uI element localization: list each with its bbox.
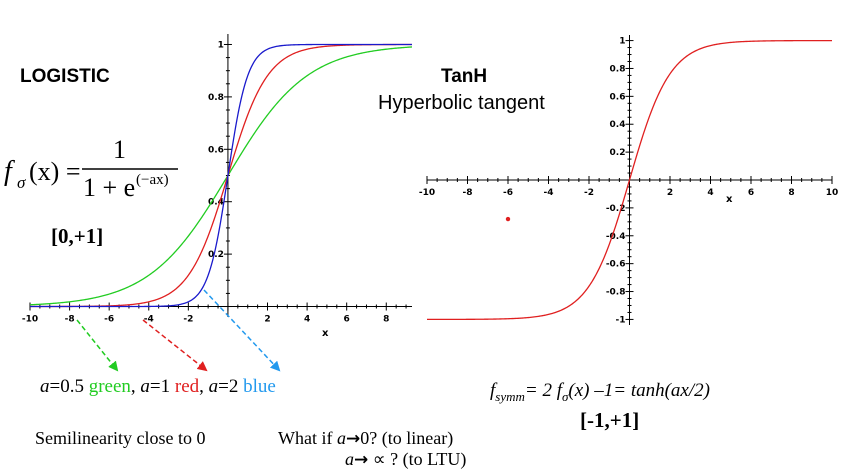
legend-green: green: [88, 376, 131, 397]
x-axis-label: x: [726, 194, 733, 205]
x-tick-label: -8: [65, 315, 75, 325]
q1-a: a: [336, 428, 346, 448]
logistic-formula: f σ (x) = 1 1 + e (−ax): [4, 135, 178, 202]
formula-denominator-base: 1 + e: [83, 173, 135, 202]
y-tick-label: 0.8: [610, 64, 626, 74]
y-tick-label: 1: [218, 40, 224, 50]
tanh-formula-f1: f: [490, 380, 496, 401]
x-tick-label: 6: [344, 315, 350, 325]
y-tick-label: -0.8: [606, 288, 626, 298]
semilinearity-note: Semilinearity close to 0: [35, 428, 206, 448]
legend-a3: a: [208, 376, 219, 397]
legend-v1: =0.5: [49, 376, 89, 397]
y-tick-label: 0.4: [610, 120, 626, 130]
y-tick-label: 0.2: [208, 250, 224, 260]
series-green-line: [29, 46, 413, 306]
y-tick-label: -1: [616, 315, 626, 325]
x-axis-label: x: [322, 328, 329, 339]
y-tick-label: 0.2: [610, 148, 626, 158]
legend-blue: blue: [243, 376, 276, 397]
q2-rest: ∝ ? (to LTU): [368, 449, 467, 469]
q1-prefix: What if: [278, 428, 337, 448]
x-tick-label: -6: [503, 188, 513, 198]
x-tick-label: 8: [788, 188, 794, 198]
x-tick-label: 2: [264, 315, 270, 325]
x-tick-label: 6: [748, 188, 754, 198]
logistic-range: [0,+1]: [51, 224, 104, 248]
legend-a1: a: [40, 376, 50, 397]
legend-line: a=0.5 green, a=1 red, a=2 blue: [40, 376, 276, 398]
formula-sigma-sub: σ: [17, 173, 26, 192]
tanh-formula-sub2: σ: [562, 388, 569, 404]
x-tick-label: -4: [144, 315, 154, 325]
legend-sep1: ,: [130, 376, 141, 397]
red-point-marker: [505, 216, 511, 222]
tanh-formula-rest: (x) –1= tanh(ax/2): [568, 380, 710, 401]
x-tick-label: 10: [826, 188, 839, 198]
tanh-formula-sub1: symm: [495, 388, 525, 404]
tanh-title: TanH: [441, 66, 488, 87]
x-tick-label: -10: [22, 315, 38, 325]
formula-arg: (x) =: [29, 157, 80, 186]
green-arrow: [76, 319, 119, 372]
x-tick-label: 2: [667, 188, 673, 198]
q1-arrow: →: [345, 429, 361, 449]
x-tick-label: -6: [104, 315, 114, 325]
red-arrow: [142, 319, 208, 372]
y-tick-label: 0.6: [208, 145, 224, 155]
logistic-title: LOGISTIC: [20, 66, 110, 87]
x-tick-label: 4: [304, 315, 310, 325]
legend-v3: =2: [218, 376, 244, 397]
y-tick-label: 0.8: [208, 93, 224, 103]
y-tick-label: -0.2: [606, 204, 626, 214]
x-tick-label: -10: [419, 188, 435, 198]
q2-a: a: [345, 449, 354, 469]
q1-rest: 0? (to linear): [360, 428, 454, 448]
series-red-line: [427, 39, 832, 321]
question-linear: What if a→0? (to linear): [278, 428, 453, 449]
y-tick-label: 0.6: [610, 92, 626, 102]
formula-numerator: 1: [113, 135, 126, 164]
x-tick-label: -8: [463, 188, 473, 198]
y-tick-label: 1: [619, 37, 625, 47]
x-tick-label: -2: [183, 315, 193, 325]
x-tick-label: -2: [584, 188, 594, 198]
y-tick-label: -0.4: [606, 232, 626, 242]
tanh-range: [-1,+1]: [580, 408, 640, 432]
formula-denominator-exponent: (−ax): [136, 172, 169, 188]
legend-red: red: [174, 376, 200, 397]
x-tick-label: 4: [707, 188, 713, 198]
formula-f: f: [4, 156, 15, 187]
legend-a2: a: [140, 376, 150, 397]
y-tick-label: -0.6: [606, 260, 626, 270]
q2-arrow: →: [354, 450, 369, 470]
question-ltu: a→ ∝ ? (to LTU): [345, 449, 466, 470]
x-tick-label: 8: [383, 315, 389, 325]
tanh-subtitle: Hyperbolic tangent: [378, 92, 545, 114]
series-blue-line: [30, 43, 412, 308]
x-tick-label: -4: [544, 188, 554, 198]
tanh-formula-mid: = 2 f: [524, 380, 562, 401]
y-tick-label: 0.4: [208, 198, 224, 208]
tanh-formula: fsymm= 2 fσ(x) –1= tanh(ax/2): [490, 380, 710, 405]
legend-v2: =1: [149, 376, 175, 397]
legend-sep2: ,: [199, 376, 209, 397]
blue-arrow: [203, 289, 281, 372]
